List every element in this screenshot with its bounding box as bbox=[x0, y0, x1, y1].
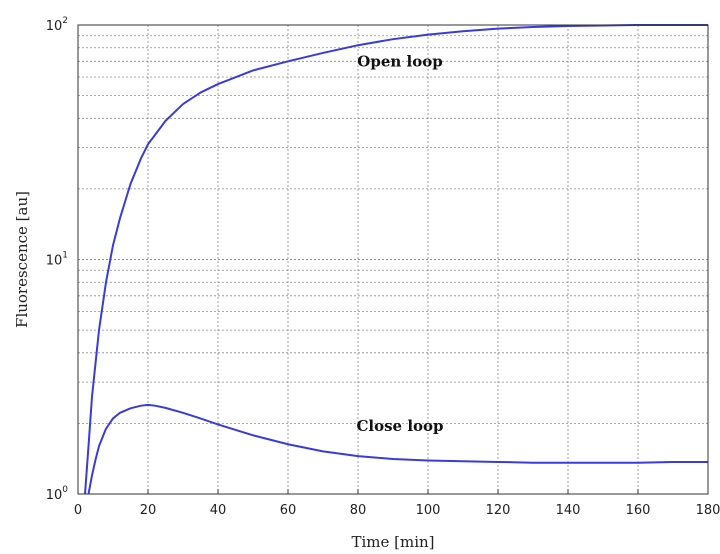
series-line-2 bbox=[87, 403, 708, 495]
series-line-1 bbox=[84, 24, 708, 495]
x-tick-label: 40 bbox=[210, 503, 227, 518]
x-tick-label: 20 bbox=[140, 503, 157, 518]
x-tick-label: 100 bbox=[416, 503, 441, 518]
y-tick-label: 102 bbox=[46, 16, 68, 34]
x-tick-label: 60 bbox=[280, 503, 297, 518]
x-tick-label: 180 bbox=[696, 503, 720, 518]
plot-area-frame bbox=[77, 24, 709, 495]
x-tick-label: 120 bbox=[486, 503, 511, 518]
grid bbox=[77, 24, 709, 495]
tick-labels: 0 20 40 60 80 100 120 140 160 180 100 101 102 bbox=[46, 16, 720, 518]
series-layer bbox=[84, 24, 708, 495]
x-tick-label: 0 bbox=[74, 503, 82, 518]
annotation-label: Open loop bbox=[357, 52, 442, 70]
annotations: Open loop Close loop bbox=[356, 52, 443, 435]
x-tick-label: 80 bbox=[350, 503, 367, 518]
x-axis-label: Time [min] bbox=[351, 533, 434, 551]
y-axis-label: Fluorescence [au] bbox=[13, 191, 31, 328]
y-tick-label: 101 bbox=[46, 251, 68, 269]
annotation-label: Close loop bbox=[356, 417, 443, 435]
x-tick-label: 160 bbox=[626, 503, 651, 518]
x-tick-label: 140 bbox=[556, 503, 581, 518]
y-tick-label: 100 bbox=[46, 485, 69, 503]
